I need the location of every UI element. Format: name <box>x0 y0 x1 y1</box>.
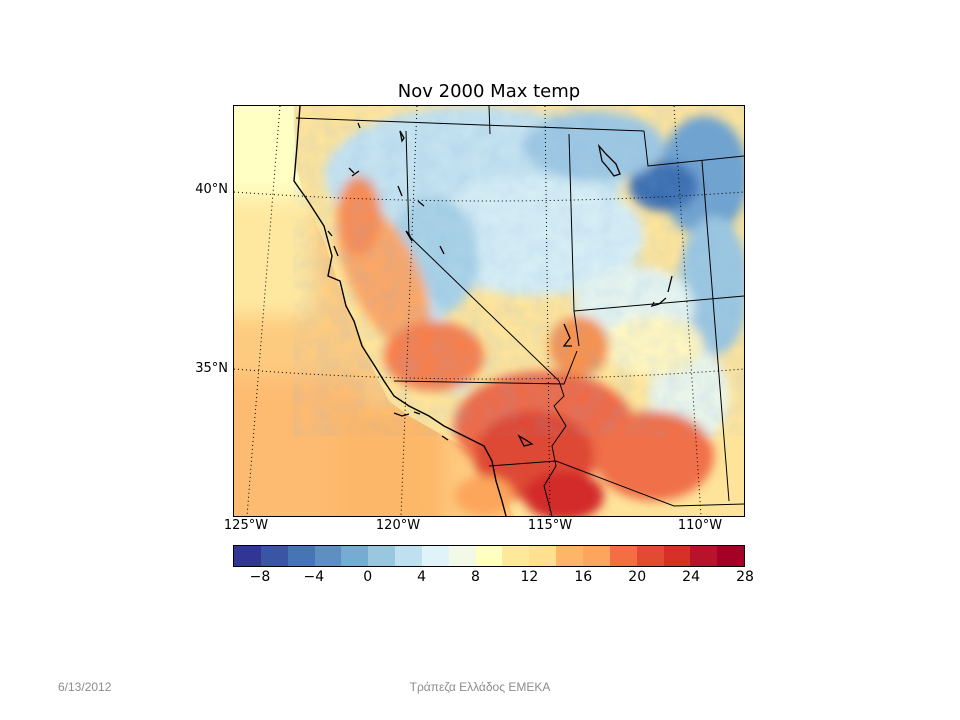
colorbar-tick-label: 24 <box>682 569 700 585</box>
colorbar-tick-label: 0 <box>363 569 373 585</box>
longitude-label-110w: 110°W <box>677 518 723 533</box>
footer-organization: Τράπεζα Ελλάδος ΕΜΕΚΑ <box>409 680 551 694</box>
lakes-and-islands <box>327 122 673 447</box>
colorbar-tick-label: 16 <box>574 569 593 585</box>
colorbar-swatch-10 <box>502 546 530 566</box>
colorbar <box>233 545 745 567</box>
colorbar-swatch-5 <box>368 546 396 566</box>
colorbar-swatch-2 <box>287 546 315 566</box>
colorbar-swatch-3 <box>314 546 342 566</box>
temperature-map <box>234 106 744 516</box>
colorbar-swatch-17 <box>690 546 718 566</box>
longitude-label-125w: 125°W <box>223 518 269 533</box>
coastline <box>293 106 507 516</box>
map-panel <box>233 105 745 517</box>
colorbar-swatch-1 <box>260 546 288 566</box>
graticule <box>234 106 744 516</box>
colorbar-swatch-11 <box>529 546 557 566</box>
colorbar-tick-label: 8 <box>471 569 480 585</box>
colorbar-swatch-16 <box>663 546 691 566</box>
colorbar-tick-label: 28 <box>736 569 754 585</box>
colorbar-swatch-12 <box>556 546 583 566</box>
longitude-label-115w: 115°W <box>527 518 573 533</box>
colorbar-tick-label: −8 <box>249 569 271 585</box>
colorbar-swatch-18 <box>717 546 745 566</box>
colorbar-swatch-9 <box>475 546 503 566</box>
colorbar-tick-label: 4 <box>417 569 427 585</box>
colorbar-swatch-15 <box>636 546 664 566</box>
colorbar-swatch-14 <box>609 546 637 566</box>
colorbar-tick-label: −4 <box>303 569 325 585</box>
map-title: Nov 2000 Max temp <box>397 81 581 102</box>
colorbar-swatch-6 <box>395 546 422 566</box>
longitude-label-120w: 120°W <box>375 518 421 533</box>
colorbar-tick-label: 12 <box>520 569 539 585</box>
colorbar-swatch-4 <box>341 546 369 566</box>
latitude-label-40n: 40°N <box>195 182 228 197</box>
latitude-label-35n: 35°N <box>195 361 228 376</box>
colorbar-swatch-7 <box>421 546 449 566</box>
colorbar-swatch-13 <box>582 546 610 566</box>
colorbar-tick-label: 20 <box>628 569 647 585</box>
footer-date: 6/13/2012 <box>58 680 112 694</box>
state-borders <box>295 106 744 516</box>
colorbar-swatch-0 <box>234 546 261 566</box>
colorbar-swatch-8 <box>448 546 476 566</box>
terrain-texture <box>334 106 744 406</box>
